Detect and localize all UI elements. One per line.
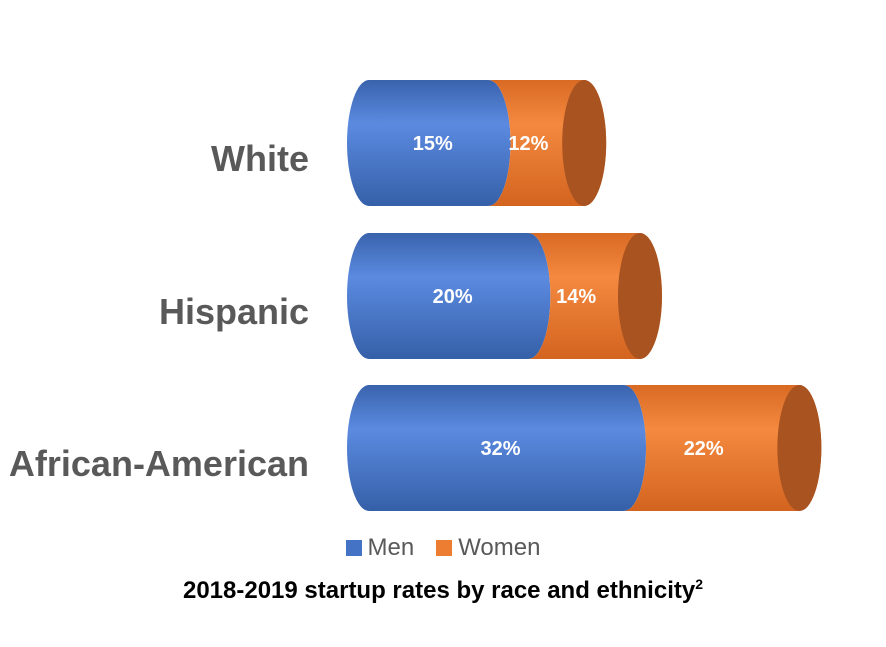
legend-label-men: Men (367, 534, 415, 561)
category-label-african-american: African-American (9, 443, 309, 484)
data-label-women-white: 12% (508, 133, 548, 155)
data-label-women-hispanic: 14% (556, 286, 596, 308)
caption-text: 2018-2019 startup rates by race and ethn… (182, 577, 696, 604)
category-label-hispanic: Hispanic (159, 291, 309, 332)
legend-swatch-women (436, 540, 453, 556)
data-label-men-hispanic: 20% (433, 286, 473, 308)
bar-men-african-american (347, 385, 647, 511)
legend-label-women: Women (458, 534, 541, 561)
bar-men-hispanic (347, 233, 551, 359)
caption-footnote: 2 (695, 576, 704, 592)
bar-men-white (347, 80, 511, 206)
bar-women-white (488, 80, 607, 207)
data-label-men-african-american: 32% (481, 438, 521, 460)
chart-caption: 2018-2019 startup rates by race and ethn… (0, 576, 886, 605)
bar-chart: White Hispanic African-American 15% 12% 20% 1… (9, 80, 822, 511)
legend-item-women: Women (436, 534, 540, 562)
bar-women-african-american (624, 385, 822, 511)
legend-item-men: Men (345, 534, 415, 562)
bar-women-hispanic (528, 233, 662, 359)
legend: Men Women (0, 534, 886, 562)
legend-swatch-men (345, 540, 362, 556)
data-label-men-white: 15% (413, 133, 453, 155)
category-label-white: White (211, 138, 309, 179)
data-label-women-african-american: 22% (684, 438, 724, 460)
